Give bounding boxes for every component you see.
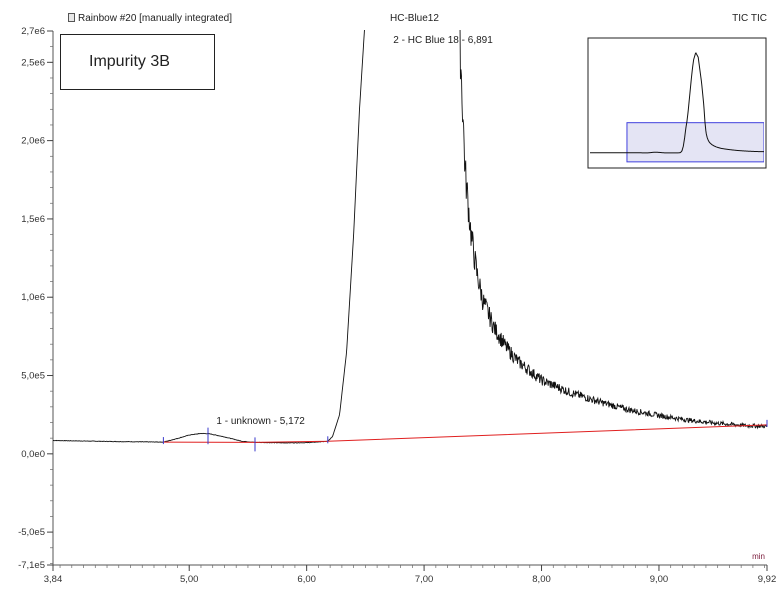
y-tick-label: -7,1e5	[18, 560, 45, 571]
overview-inset[interactable]	[587, 37, 767, 169]
integration-marks	[162, 419, 768, 452]
y-tick-label: 2,0e6	[21, 136, 45, 147]
detector-label: TIC TIC	[732, 13, 767, 24]
peak-labels: 1 - unknown - 5,172 2 - HC Blue 18 - 6,89…	[216, 35, 493, 427]
x-tick-label: 7,00	[415, 574, 434, 585]
y-tick-label: -5,0e5	[18, 527, 45, 538]
x-tick-label: 3,84	[44, 574, 63, 585]
axes: -7,1e5 -5,0e5 0,0e0 5,0e5 1,0e6 1,5e6 2,0e6 2,5…	[18, 26, 776, 585]
x-tick-label: 9,92	[758, 574, 777, 585]
peak-label-hc-blue-18: 2 - HC Blue 18 - 6,891	[393, 35, 493, 46]
trace-title-text: Rainbow #20 [manually integrated]	[78, 13, 232, 24]
y-tick-label: 5,0e5	[21, 371, 45, 382]
x-axis-unit: min	[752, 552, 765, 561]
y-tick-label: 0,0e0	[21, 449, 45, 460]
y-tick-label: 2,5e6	[21, 57, 45, 68]
y-tick-label: 2,7e6	[21, 26, 45, 37]
x-tick-label: 9,00	[650, 574, 669, 585]
x-tick-label: 6,00	[297, 574, 316, 585]
tic-trace	[52, 30, 768, 444]
x-tick-label: 5,00	[180, 574, 199, 585]
annotation-box: Impurity 3B	[60, 34, 215, 90]
inset-trace	[590, 52, 764, 163]
integration-baseline	[163, 424, 768, 443]
series-layer	[52, 30, 768, 444]
y-tick-label: 1,5e6	[21, 214, 45, 225]
sample-name: HC-Blue12	[390, 13, 439, 24]
y-tick-label: 1,0e6	[21, 292, 45, 303]
inset-trace-line	[590, 52, 764, 154]
peak-label-unknown: 1 - unknown - 5,172	[216, 416, 305, 427]
inset-zoom-region[interactable]	[626, 122, 764, 163]
trace-title: Rainbow #20 [manually integrated]	[68, 13, 232, 24]
document-icon	[68, 13, 75, 22]
x-tick-label: 8,00	[532, 574, 551, 585]
